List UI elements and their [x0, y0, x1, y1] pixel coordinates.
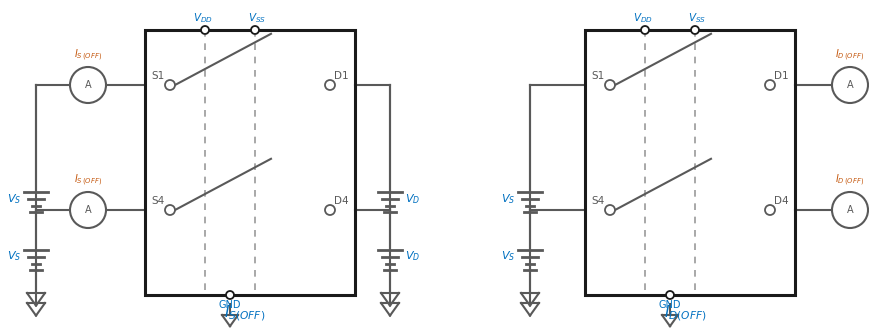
Text: S1: S1 [590, 71, 604, 81]
Text: A: A [84, 205, 91, 215]
Circle shape [325, 80, 335, 90]
Text: GND: GND [658, 300, 680, 310]
Text: $V_D$: $V_D$ [405, 192, 420, 206]
Text: A: A [846, 205, 852, 215]
Text: D4: D4 [334, 196, 348, 206]
Text: $V_S$: $V_S$ [501, 250, 514, 263]
Circle shape [640, 26, 648, 34]
Bar [584, 30, 794, 295]
Text: $V_S$: $V_S$ [501, 192, 514, 206]
Text: $V_{DD}$: $V_{DD}$ [633, 11, 653, 25]
Circle shape [165, 205, 175, 215]
Text: $I_{D\,(OFF)}$: $I_{D\,(OFF)}$ [834, 48, 864, 63]
Circle shape [325, 205, 335, 215]
Text: $V_S$: $V_S$ [7, 192, 21, 206]
Circle shape [70, 192, 106, 228]
Text: $I_{S(OFF)}$: $I_{S(OFF)}$ [224, 303, 265, 323]
Circle shape [604, 80, 614, 90]
Text: $I_{S\,(OFF)}$: $I_{S\,(OFF)}$ [74, 48, 102, 63]
Text: $I_{S\,(OFF)}$: $I_{S\,(OFF)}$ [74, 172, 102, 188]
Bar [145, 30, 355, 295]
Text: S4: S4 [590, 196, 604, 206]
Text: $I_{D\,(OFF)}$: $I_{D\,(OFF)}$ [834, 172, 864, 188]
Circle shape [831, 192, 867, 228]
Text: D1: D1 [334, 71, 348, 81]
Text: A: A [846, 80, 852, 90]
Text: $V_{SS}$: $V_{SS}$ [687, 11, 706, 25]
Text: GND: GND [218, 300, 241, 310]
Circle shape [666, 291, 673, 299]
Text: $V_{DD}$: $V_{DD}$ [193, 11, 213, 25]
Text: S4: S4 [151, 196, 164, 206]
Text: $I_{D(OFF)}$: $I_{D(OFF)}$ [663, 303, 706, 323]
Circle shape [251, 26, 259, 34]
Circle shape [764, 205, 774, 215]
Circle shape [201, 26, 209, 34]
Text: $V_{SS}$: $V_{SS}$ [248, 11, 266, 25]
Circle shape [690, 26, 698, 34]
Text: A: A [84, 80, 91, 90]
Text: D4: D4 [773, 196, 788, 206]
Text: $V_S$: $V_S$ [7, 250, 21, 263]
Circle shape [764, 80, 774, 90]
Text: S1: S1 [151, 71, 164, 81]
Text: $V_D$: $V_D$ [405, 250, 420, 263]
Circle shape [70, 67, 106, 103]
Circle shape [604, 205, 614, 215]
Circle shape [831, 67, 867, 103]
Circle shape [226, 291, 234, 299]
Text: D1: D1 [773, 71, 788, 81]
Circle shape [165, 80, 175, 90]
